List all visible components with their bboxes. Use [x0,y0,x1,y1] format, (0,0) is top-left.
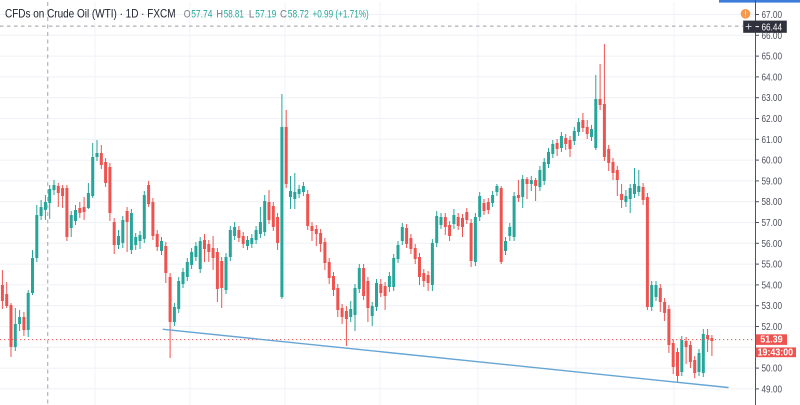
svg-text:52.00: 52.00 [762,322,783,333]
svg-text:57.19: 57.19 [255,8,276,20]
svg-text:61.00: 61.00 [762,135,783,146]
svg-text:CFDs on Crude Oil (WTI) · 1D ·: CFDs on Crude Oil (WTI) · 1D · FXCM [5,6,176,20]
svg-text:66.44: 66.44 [762,22,783,33]
svg-text:55.00: 55.00 [762,260,783,271]
svg-text:!: ! [744,10,746,19]
svg-text:60.00: 60.00 [762,156,783,167]
svg-text:63.00: 63.00 [762,93,783,104]
svg-text:65.00: 65.00 [762,52,783,63]
svg-text:+: + [745,20,752,34]
svg-text:58.00: 58.00 [762,197,783,208]
svg-text:56.00: 56.00 [762,239,783,250]
svg-text:64.00: 64.00 [762,72,783,83]
svg-text:67.00: 67.00 [762,10,783,21]
svg-text:58.72: 58.72 [288,8,309,20]
svg-text:C: C [280,8,287,20]
svg-text:51.39: 51.39 [760,335,783,346]
svg-text:62.00: 62.00 [762,114,783,125]
svg-text:57.00: 57.00 [762,218,783,229]
svg-text:66.00: 66.00 [762,31,783,42]
svg-text:57.74: 57.74 [191,8,212,20]
svg-text:49.00: 49.00 [762,384,783,395]
svg-text:H: H [216,8,223,20]
svg-text:O: O [184,8,191,20]
svg-text:58.81: 58.81 [224,8,244,20]
svg-text:54.00: 54.00 [762,280,783,291]
svg-text:53.00: 53.00 [762,301,783,312]
svg-text:19:43:00: 19:43:00 [758,347,794,358]
svg-text:59.00: 59.00 [762,176,783,187]
svg-text:L: L [249,8,255,20]
svg-text:50.00: 50.00 [762,364,783,375]
svg-text:+0.99 (+1.71%): +0.99 (+1.71%) [313,8,369,20]
